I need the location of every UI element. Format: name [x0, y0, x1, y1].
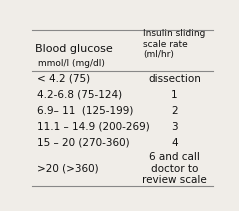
Text: mmol/l (mg/dl): mmol/l (mg/dl): [35, 59, 105, 68]
Text: 11.1 – 14.9 (200-269): 11.1 – 14.9 (200-269): [37, 122, 150, 132]
Text: >20 (>360): >20 (>360): [37, 164, 99, 173]
Text: 15 – 20 (270-360): 15 – 20 (270-360): [37, 138, 130, 148]
Text: < 4.2 (75): < 4.2 (75): [37, 74, 90, 84]
Text: 3: 3: [171, 122, 178, 132]
Text: Blood glucose: Blood glucose: [35, 44, 113, 54]
Text: 6.9– 11  (125-199): 6.9– 11 (125-199): [37, 106, 134, 116]
Text: 4: 4: [171, 138, 178, 148]
Text: 2: 2: [171, 106, 178, 116]
Text: Insulin sliding
scale rate
(ml/hr): Insulin sliding scale rate (ml/hr): [143, 29, 206, 59]
Text: 1: 1: [171, 90, 178, 100]
Text: 4.2-6.8 (75-124): 4.2-6.8 (75-124): [37, 90, 122, 100]
Text: 6 and call
doctor to
review scale: 6 and call doctor to review scale: [142, 152, 207, 185]
Text: dissection: dissection: [148, 74, 201, 84]
